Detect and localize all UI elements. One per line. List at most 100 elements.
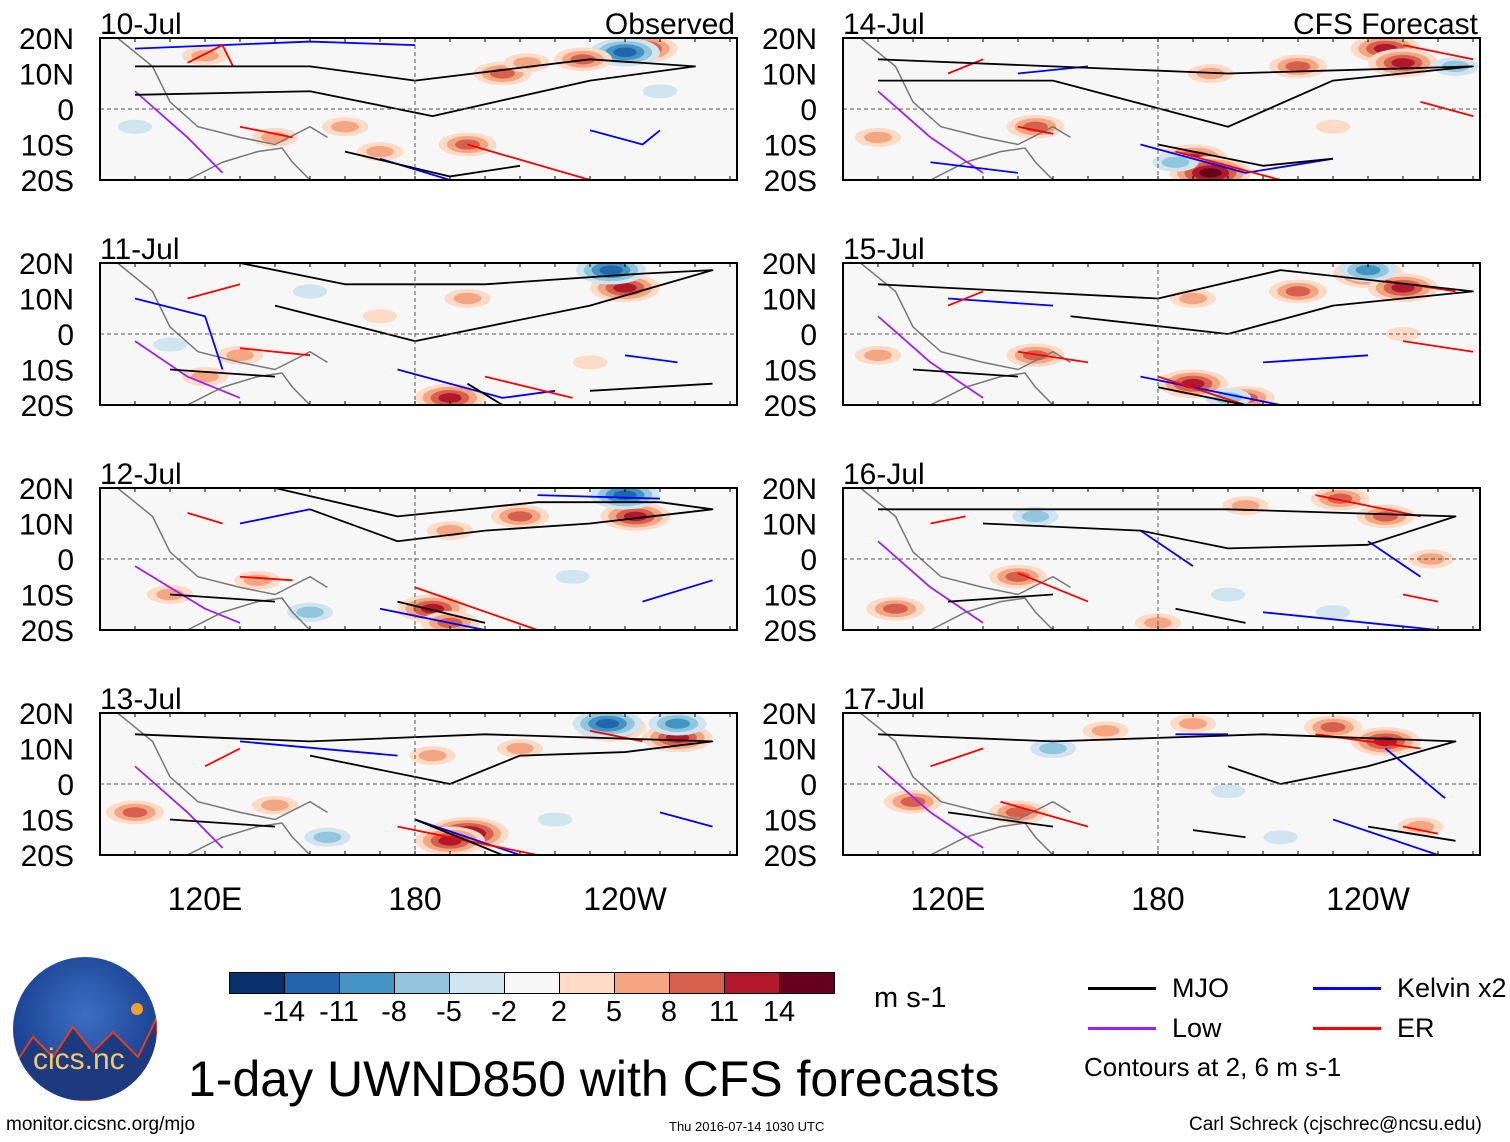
anomaly-blob <box>507 511 533 522</box>
mjo-contour <box>1192 829 1246 839</box>
er-contour <box>1017 572 1089 603</box>
anomaly-blob <box>555 569 590 584</box>
anomaly-blob <box>438 393 462 403</box>
y-tick-label: 10S <box>764 805 817 838</box>
y-tick-label: 0 <box>57 319 74 352</box>
x-tick-label: 120W <box>583 881 667 917</box>
anomaly-blob <box>191 370 219 383</box>
panel-frame <box>842 712 1481 856</box>
y-tick-label: 20N <box>19 698 74 731</box>
footer-url[interactable]: monitor.cicsnc.org/mjo <box>6 1114 196 1135</box>
anomaly-blob <box>122 807 148 818</box>
legend-label: MJO <box>1172 973 1229 1003</box>
anomaly-blob <box>1179 717 1207 730</box>
y-tick-label: 10S <box>21 130 74 163</box>
colorbar-label: -8 <box>381 996 407 1028</box>
y-tick-label: 0 <box>800 94 817 127</box>
x-tick-label: 120E <box>168 881 243 917</box>
kelvin-contour <box>1262 354 1369 364</box>
y-tick-label: 20S <box>764 165 817 198</box>
kelvin-contour <box>1140 375 1281 405</box>
er-contour <box>1175 150 1281 180</box>
y-tick-label: 10N <box>19 734 74 767</box>
panel-frame <box>99 712 738 856</box>
kelvin-contour <box>930 161 1019 174</box>
anomaly-blob <box>1005 571 1031 582</box>
anomaly-blob <box>191 50 219 62</box>
anomaly-blob <box>613 283 637 293</box>
kelvin-contour <box>1384 747 1446 799</box>
mjo-contour <box>589 382 713 392</box>
kelvin-contour <box>379 607 486 630</box>
anomaly-blob <box>642 84 678 99</box>
anomaly-blob <box>1285 61 1311 72</box>
anomaly-blob <box>883 603 908 614</box>
coastline <box>117 488 328 596</box>
er-contour <box>1157 375 1246 405</box>
anomaly-blob <box>1210 784 1246 799</box>
anomaly-blob <box>1210 587 1246 602</box>
anomaly-blob <box>243 574 272 586</box>
anomaly-blob <box>261 799 289 811</box>
coastline <box>860 713 1071 821</box>
kelvin-contour <box>624 354 678 364</box>
y-tick-label: 10N <box>19 284 74 317</box>
coastline <box>117 38 328 146</box>
er-contour <box>1402 593 1439 603</box>
mjo-contour <box>169 593 276 603</box>
anomaly-blob <box>1231 500 1260 512</box>
anomaly-blob <box>1373 511 1398 522</box>
logo-text: cics.nc <box>33 1043 125 1076</box>
y-tick-label: 0 <box>57 94 74 127</box>
er-contour <box>930 747 984 768</box>
x-tick-label: 120E <box>911 881 986 917</box>
y-tick-label: 10N <box>762 734 817 767</box>
mjo-contour <box>169 818 276 828</box>
contour-note: Contours at 2, 6 m s-1 <box>1084 1052 1342 1082</box>
mjo-contour <box>467 382 503 405</box>
y-tick-label: 20N <box>19 248 74 281</box>
anomaly-blob <box>1179 292 1207 305</box>
anomaly-blob <box>362 309 398 324</box>
y-tick-label: 10N <box>19 509 74 542</box>
anomaly-blob <box>366 145 394 158</box>
coastline <box>187 372 311 405</box>
kelvin-contour <box>1262 611 1439 630</box>
y-tick-label: 20N <box>762 473 817 506</box>
colorbar-label: -2 <box>491 996 517 1028</box>
mjo-contour <box>877 58 1474 128</box>
coastline <box>187 147 311 180</box>
er-contour <box>467 143 591 180</box>
y-tick-label: 20N <box>19 23 74 56</box>
mjo-contour <box>414 818 503 855</box>
footer-timestamp: Thu 2016-07-14 1030 UTC <box>669 1119 825 1134</box>
y-tick-label: 0 <box>800 769 817 802</box>
colorbar-label: 5 <box>605 996 623 1028</box>
mjo-contour <box>877 269 1474 335</box>
kelvin-contour <box>1367 540 1422 578</box>
footer-author: Carl Schreck (cjschrec@ncsu.edu) <box>1189 1114 1482 1135</box>
y-tick-label: 20N <box>762 23 817 56</box>
kelvin-contour <box>642 579 713 603</box>
kelvin-contour <box>397 368 556 399</box>
y-tick-label: 0 <box>57 544 74 577</box>
y-tick-label: 0 <box>57 769 74 802</box>
er-contour <box>414 586 538 630</box>
panel-frame <box>99 487 738 631</box>
low-contour <box>134 90 224 174</box>
y-tick-label: 10N <box>762 509 817 542</box>
colorbar-swatch <box>504 972 560 994</box>
anomaly-blob <box>1391 283 1415 293</box>
colorbar-swatch <box>449 972 505 994</box>
y-tick-label: 20N <box>762 248 817 281</box>
mjo-contour <box>1157 386 1246 405</box>
mjo-contour <box>1367 825 1456 842</box>
anomaly-blob <box>599 265 623 275</box>
colorbar-label: 8 <box>660 996 678 1028</box>
mountain-icon <box>13 1003 157 1101</box>
er-contour <box>1017 350 1089 364</box>
er-contour <box>239 125 293 139</box>
